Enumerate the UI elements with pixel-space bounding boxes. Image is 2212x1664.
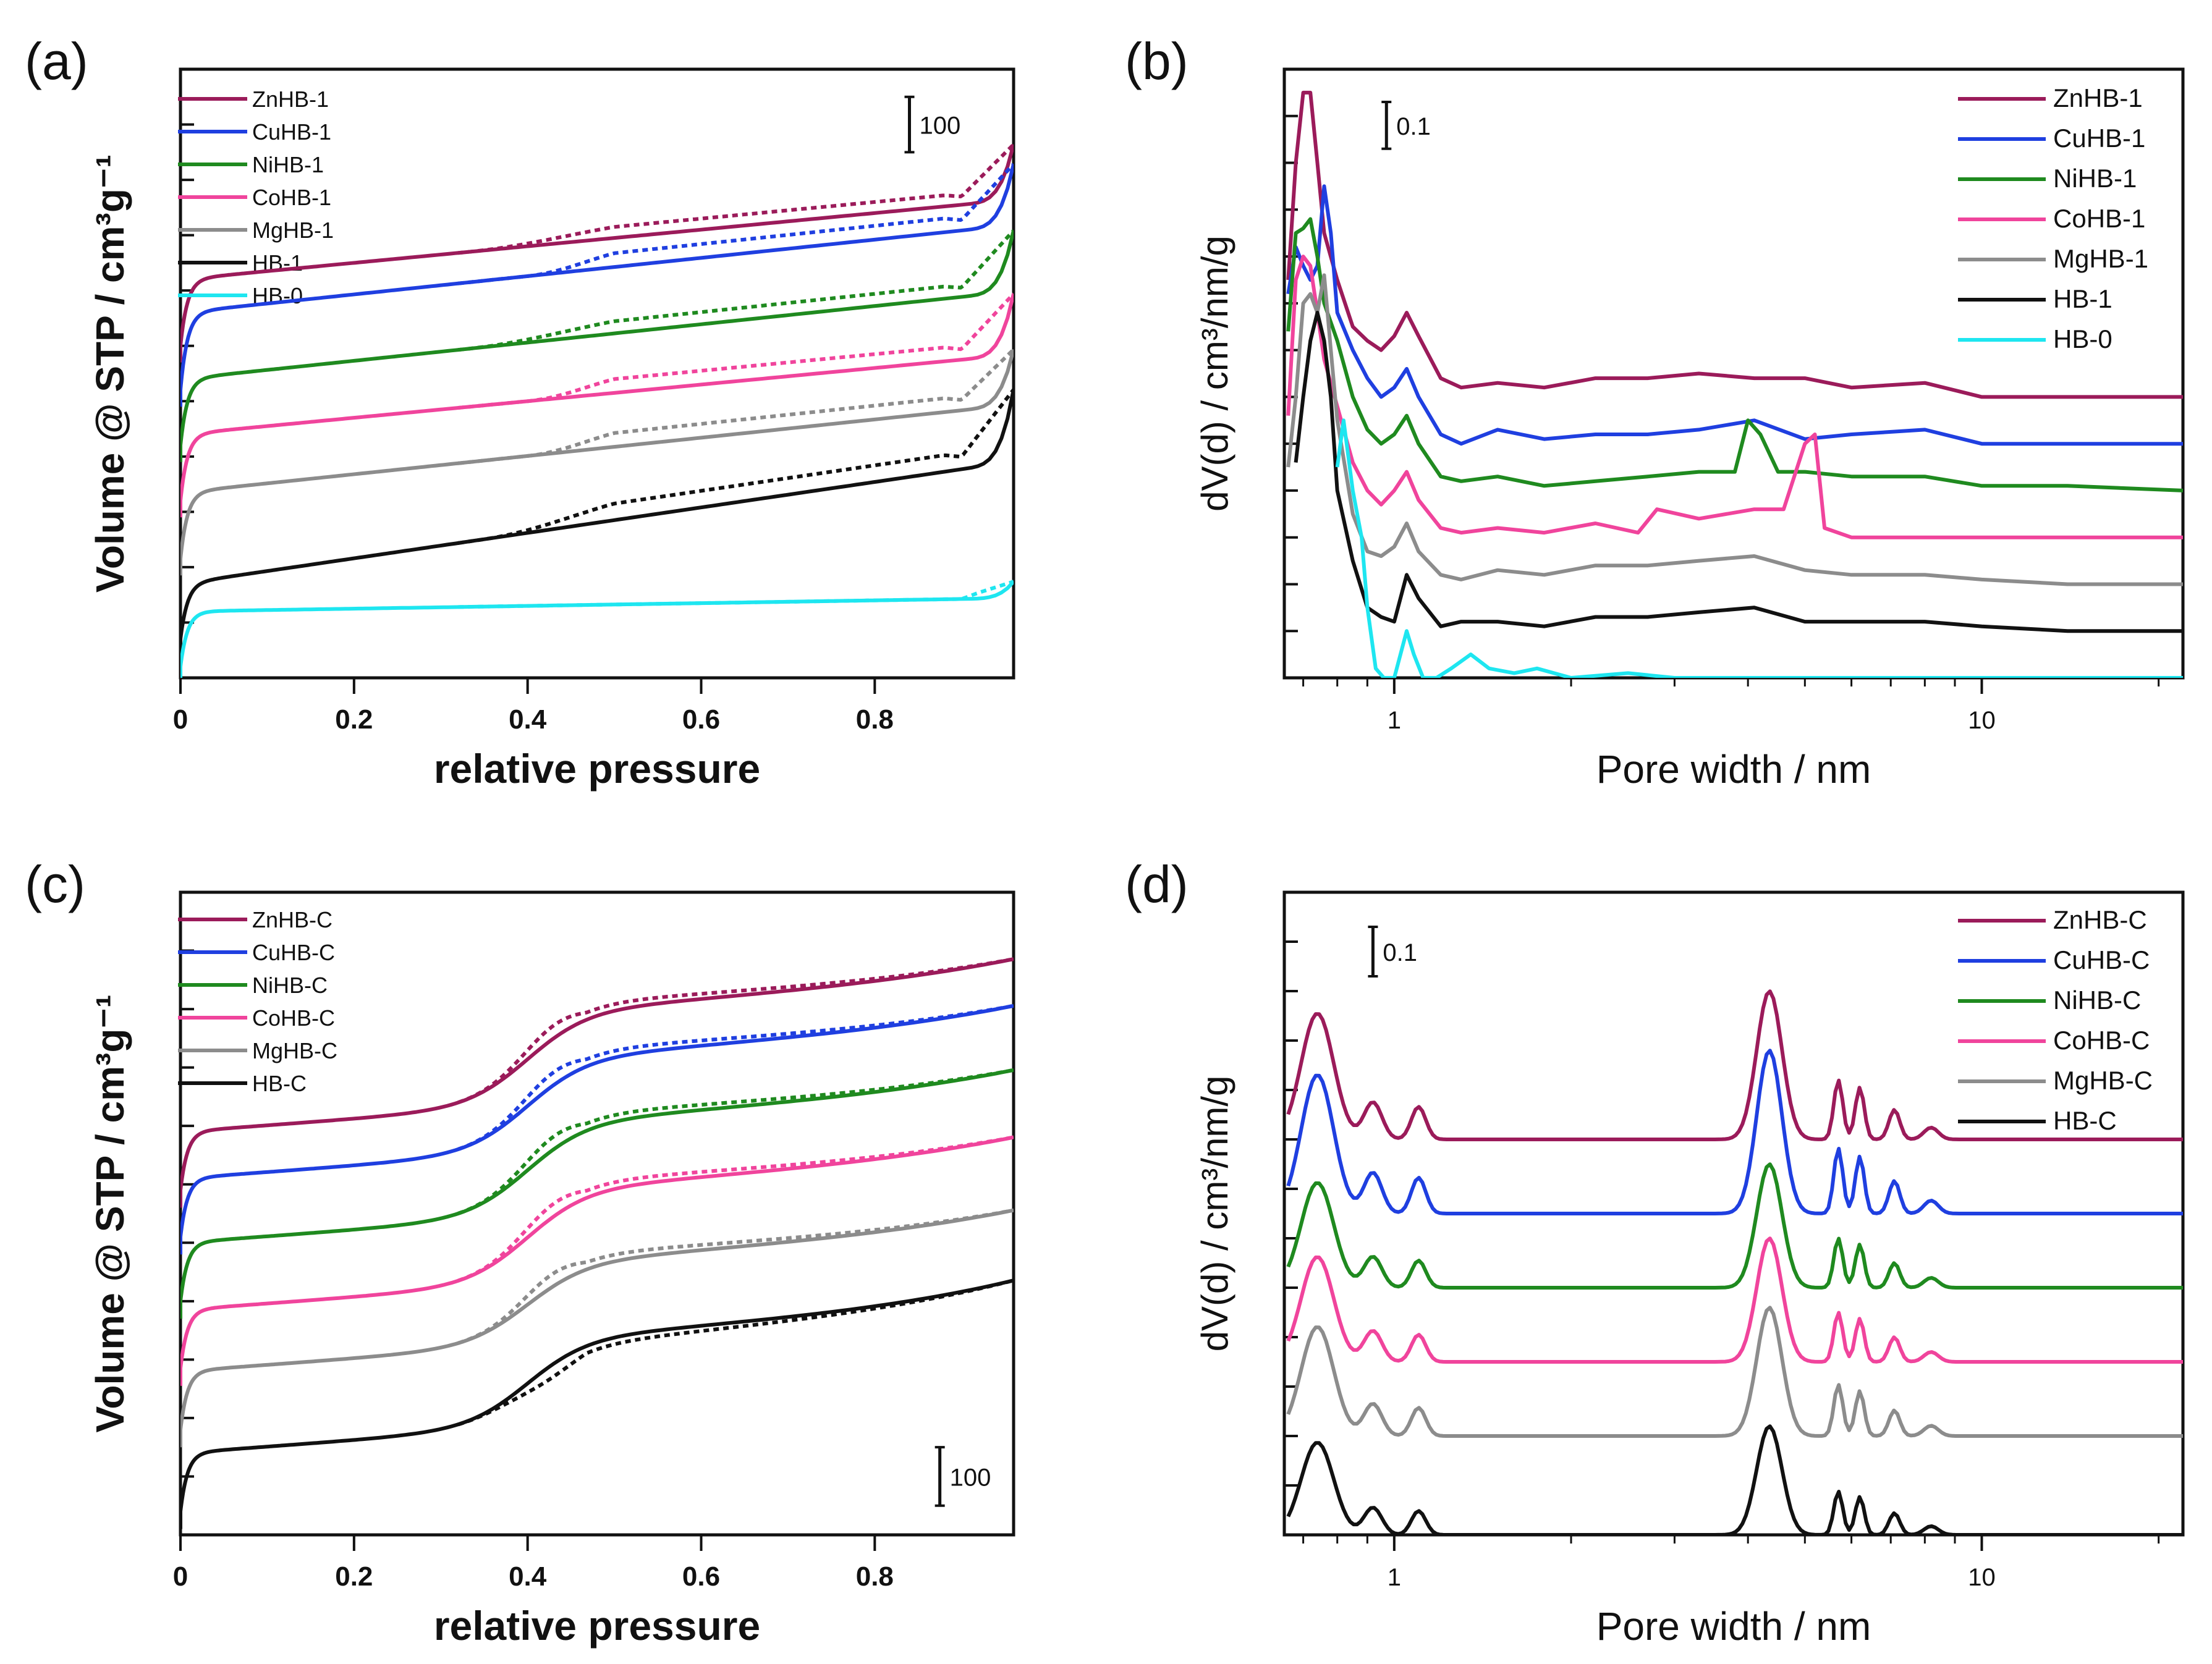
x-tick-label-c-0: 0 [173,1561,188,1592]
series-adsorption-c-0 [180,957,1014,1208]
series-adsorption-a-6 [180,580,1014,678]
legend-label-c-4: MgHB-C [252,1038,337,1063]
scale-bar-label-b: 0.1 [1396,113,1431,140]
series-line-b-6 [1335,418,2183,678]
series-desorption-a-2 [457,229,1014,352]
series-line-b-3 [1286,255,2183,539]
series-group-a [180,143,1014,678]
x-tick-label-d-1: 10 [1968,1564,1996,1591]
series-desorption-a-0 [458,143,1014,255]
scale-bar-label-d: 0.1 [1383,939,1417,966]
series-adsorption-c-1 [180,1003,1014,1255]
x-tick-label-d-0: 1 [1388,1564,1401,1591]
legend-label-c-5: HB-C [252,1071,307,1096]
x-tick-label-a-1: 0.2 [335,704,373,735]
legend-label-a-0: ZnHB-1 [252,87,329,112]
series-line-d-0 [1286,989,2183,1141]
legend-label-a-4: MgHB-1 [252,218,334,243]
series-adsorption-c-2 [180,1068,1014,1319]
series-group-b [1286,90,2183,678]
panel-b: (b) Pore width / nm dV(d) / cm³/nm/g 0.1… [1125,32,2185,792]
x-axis-title-a: relative pressure [434,746,760,792]
plot-frame-c [179,890,1015,1537]
legend-label-a-1: CuHB-1 [252,119,331,145]
series-group-c [180,957,1014,1529]
series-adsorption-c-3 [180,1135,1014,1386]
legend-label-b-6: HB-0 [2053,324,2112,353]
x-tick-label-c-4: 0.8 [856,1561,894,1592]
series-adsorption-a-1 [180,163,1014,407]
x-tick-label-a-3: 0.6 [682,704,720,735]
series-line-d-1 [1286,1049,2183,1215]
scale-bar-label-a: 100 [920,112,961,140]
series-group-d [1286,989,2183,1535]
y-axis-title-a: Volume @ STP / cm³g⁻¹ [88,154,132,593]
series-line-d-4 [1286,1306,2183,1438]
y-axis-title-b: dV(d) / cm³/nm/g [1194,235,1235,512]
x-tick-label-b-0: 1 [1388,707,1401,734]
series-adsorption-c-5 [180,1278,1014,1529]
x-tick-label-c-1: 0.2 [335,1561,373,1592]
series-line-d-3 [1286,1236,2183,1364]
series-adsorption-a-2 [180,230,1014,462]
series-adsorption-c-4 [180,1208,1014,1448]
y-axis-title-c: Volume @ STP / cm³g⁻¹ [88,994,132,1432]
legend-label-b-1: CuHB-1 [2053,124,2145,153]
series-line-b-1 [1286,184,2183,446]
legend-label-d-4: MgHB-C [2053,1066,2153,1095]
panel-a: (a) relative pressure Volume @ STP / cm³… [25,32,1015,792]
panel-d: (d) Pore width / nm dV(d) / cm³/nm/g 0.1… [1125,855,2185,1649]
series-line-b-5 [1294,311,2183,633]
series-line-b-2 [1286,217,2183,492]
x-tick-label-b-1: 10 [1968,707,1996,734]
x-tick-label-c-3: 0.6 [682,1561,720,1592]
legend-label-b-3: CoHB-1 [2053,204,2145,233]
series-adsorption-a-5 [180,389,1014,656]
scale-bar-label-c: 100 [950,1464,991,1491]
panel-c: (c) relative pressure Volume @ STP / cm³… [25,855,1015,1649]
legend-label-a-2: NiHB-1 [252,152,324,177]
series-line-d-2 [1286,1162,2183,1290]
legend-label-c-1: CuHB-C [252,940,335,965]
x-tick-label-a-0: 0 [173,704,188,735]
legend-label-c-0: ZnHB-C [252,907,333,932]
series-line-b-4 [1286,273,2183,586]
panel-label-d: (d) [1125,855,1189,913]
panel-label-b: (b) [1125,32,1189,90]
x-tick-label-c-2: 0.4 [509,1561,547,1592]
series-adsorption-a-0 [180,144,1014,363]
legend-label-c-2: NiHB-C [252,973,328,998]
series-adsorption-a-3 [180,293,1014,518]
series-line-d-5 [1286,1424,2183,1535]
panel-label-a: (a) [25,32,88,90]
legend-label-d-3: CoHB-C [2053,1026,2150,1055]
x-tick-label-a-4: 0.8 [856,704,894,735]
x-axis-title-d: Pore width / nm [1596,1604,1871,1649]
x-axis-title-c: relative pressure [434,1603,760,1649]
legend-label-a-3: CoHB-1 [252,185,331,210]
legend-label-b-0: ZnHB-1 [2053,83,2143,112]
legend-label-b-4: MgHB-1 [2053,244,2148,273]
legend-label-b-5: HB-1 [2053,284,2112,313]
legend-label-d-0: ZnHB-C [2053,905,2147,934]
series-line-b-0 [1286,90,2183,399]
legend-label-d-1: CuHB-C [2053,945,2150,974]
series-adsorption-a-4 [180,348,1014,576]
legend-label-d-5: HB-C [2053,1106,2117,1135]
legend-label-b-2: NiHB-1 [2053,164,2137,193]
legend-label-d-2: NiHB-C [2053,986,2141,1015]
panel-label-c: (c) [25,855,85,913]
legend-label-c-3: CoHB-C [252,1005,335,1031]
y-axis-title-d: dV(d) / cm³/nm/g [1194,1076,1235,1352]
x-axis-title-b: Pore width / nm [1596,747,1871,792]
x-tick-label-a-2: 0.4 [509,704,547,735]
